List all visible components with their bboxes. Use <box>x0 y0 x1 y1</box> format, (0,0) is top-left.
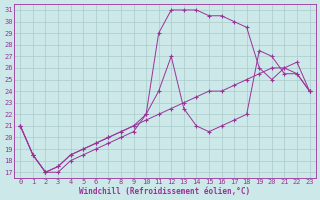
X-axis label: Windchill (Refroidissement éolien,°C): Windchill (Refroidissement éolien,°C) <box>79 187 251 196</box>
